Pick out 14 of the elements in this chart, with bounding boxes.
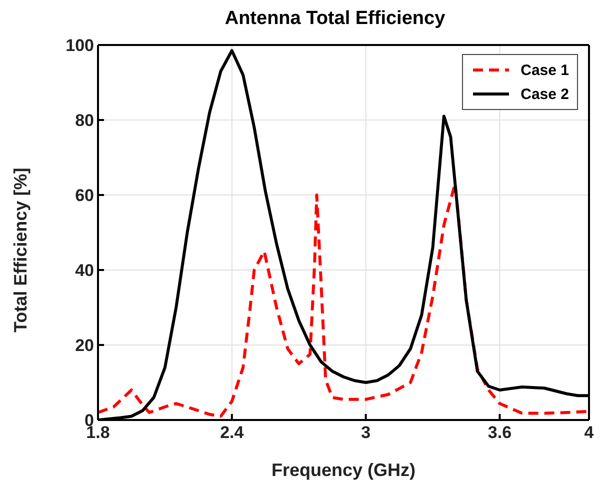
y-tick-label: 80 xyxy=(75,111,94,130)
chart-title: Antenna Total Efficiency xyxy=(224,8,446,30)
x-tick-label: 2.4 xyxy=(220,423,244,442)
x-axis-title: Frequency (GHz) xyxy=(271,460,416,480)
x-tick-label: 3.6 xyxy=(488,423,512,442)
legend-label: Case 1 xyxy=(520,62,569,78)
y-axis-title: Total Efficiency [%] xyxy=(10,168,30,332)
x-tick-label: 4 xyxy=(584,423,594,442)
y-tick-label: 20 xyxy=(75,336,94,356)
y-tick-label: 100 xyxy=(66,36,94,56)
y-tick-label: 40 xyxy=(75,261,94,280)
x-tick-label: 3 xyxy=(361,423,371,442)
y-tick-label: 60 xyxy=(75,186,94,206)
legend-label: Case 2 xyxy=(520,86,569,102)
